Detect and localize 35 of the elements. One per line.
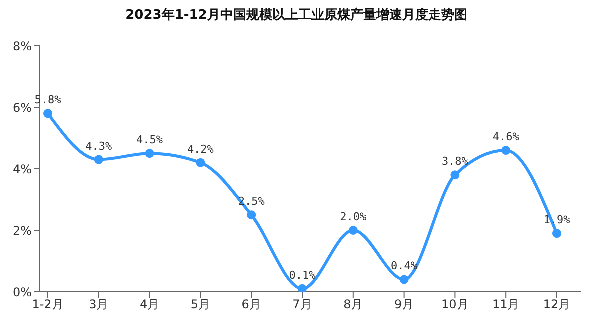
point: [196, 158, 206, 168]
data-label: 4.3%: [86, 140, 113, 153]
point: [502, 146, 511, 156]
y-tick-label: 6%: [12, 100, 32, 115]
x-tick-label: 7月: [292, 298, 312, 312]
x-tick-label: 1-2月: [32, 298, 64, 312]
x-tick-label: 4月: [140, 298, 160, 312]
x-tick-label: 3月: [89, 298, 109, 312]
y-tick-label: 8%: [12, 39, 32, 54]
point: [400, 275, 409, 284]
point: [44, 109, 52, 118]
x-tick-label: 10月: [442, 298, 469, 312]
data-label: 4.5%: [136, 134, 164, 147]
y-tick-label: 2%: [12, 224, 32, 238]
chart-title: 2023年1-12月中国规模以上工业原煤产量增速月度走势图: [124, 6, 468, 25]
point: [450, 170, 460, 180]
point: [298, 284, 307, 292]
x-tick-label: 5月: [190, 298, 211, 312]
data-label: 4.2%: [187, 142, 214, 156]
data-label: 0.1%: [289, 268, 316, 282]
data-label: 4.6%: [492, 130, 520, 144]
point: [552, 229, 562, 238]
y-tick-label: 0%: [12, 285, 32, 300]
point: [348, 226, 358, 235]
data-label: 3.8%: [442, 155, 469, 168]
data-label: 2.0%: [340, 210, 368, 224]
x-tick-label: 6月: [242, 298, 262, 312]
y-tick-label: 4%: [12, 162, 32, 176]
point: [145, 149, 154, 158]
x-tick-label: 11月: [492, 298, 520, 312]
x-tick-label: 8月: [344, 298, 364, 312]
x-tick-label: 12月: [543, 298, 571, 312]
x-tick-label: 9月: [394, 298, 414, 312]
point: [247, 210, 256, 220]
point: [94, 155, 104, 164]
